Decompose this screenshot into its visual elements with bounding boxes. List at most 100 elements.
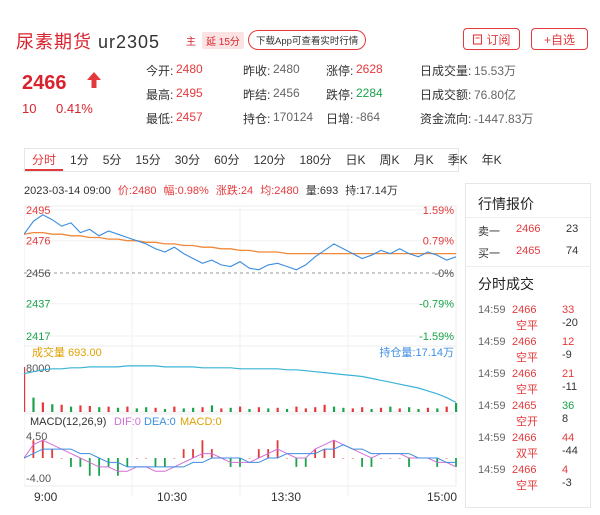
macd-bar: [398, 458, 401, 459]
macd-bar: [257, 449, 260, 458]
macd-bar: [192, 449, 194, 458]
quote-value: 170124: [273, 110, 314, 124]
macd-bar: [117, 458, 119, 476]
volume-bar: [98, 407, 101, 412]
trade-qty: 12: [562, 336, 575, 348]
trade-time: 14:59: [478, 432, 506, 444]
tab-5[interactable]: 60分: [214, 153, 240, 167]
quote-label: 资金流向:: [420, 112, 472, 126]
volume-bar: [445, 406, 448, 412]
macd-bar: [248, 458, 251, 459]
volume-label: 成交量 693.00: [32, 345, 102, 359]
download-app-button[interactable]: 下载App可查看实时行情: [248, 30, 367, 50]
trade-delta: -3: [562, 477, 572, 489]
volume-bar: [398, 408, 401, 412]
add-favorite-button[interactable]: +自选: [531, 28, 588, 50]
tab-8[interactable]: 日K: [345, 153, 366, 167]
y-right-tick: -0.79%: [419, 299, 454, 311]
macd-bar: [342, 458, 345, 459]
trades-panel-title: 分时成交: [478, 276, 534, 292]
macd-bar: [295, 458, 298, 467]
volume-bar: [201, 407, 204, 412]
contract-code: ur2305: [98, 32, 161, 52]
macd-bar: [173, 458, 176, 459]
tab-6[interactable]: 120分: [253, 153, 286, 167]
page-title: 尿素期货 ur2305: [16, 28, 160, 54]
macd-bar: [79, 458, 82, 467]
average-price-line: [24, 231, 456, 255]
trade-time: 14:59: [478, 304, 506, 316]
volume-bar: [276, 407, 279, 412]
macd-bar: [408, 458, 410, 467]
y-left-tick: 2476: [26, 236, 50, 248]
quote-value: 2628: [356, 62, 383, 76]
x-tick: 13:30: [271, 490, 301, 504]
trade-price: 2466: [512, 368, 537, 380]
volume-bar: [229, 407, 232, 412]
trade-qty: 44: [562, 432, 575, 444]
volume-bar: [154, 407, 157, 412]
volume-bar: [116, 407, 120, 412]
macd-bar: [145, 458, 147, 459]
volume-bar: [210, 405, 214, 412]
info-average: 均:2480: [260, 185, 299, 197]
tab-1[interactable]: 1分: [70, 153, 89, 167]
quote-label: 最低:: [146, 112, 174, 126]
trade-delta: -20: [562, 317, 578, 329]
volume-bar: [455, 403, 458, 412]
tab-3[interactable]: 15分: [135, 153, 161, 167]
quote-label: 日成交量:: [420, 64, 472, 78]
y-left-tick: 2437: [26, 299, 50, 311]
macd-dif: DIF:0: [114, 416, 141, 428]
tab-11[interactable]: 季K: [447, 153, 468, 167]
tab-12[interactable]: 年K: [481, 153, 502, 167]
info-hold: 持:17.14万: [345, 185, 398, 197]
quote-value: 15.53万: [474, 64, 517, 78]
tab-2[interactable]: 5分: [102, 153, 122, 167]
tab-10[interactable]: 月K: [413, 153, 434, 167]
macd-bar: [323, 449, 326, 458]
y-right-tick: 0.79%: [423, 236, 454, 248]
tab-0[interactable]: 分时: [25, 149, 64, 171]
hold-line: [24, 365, 457, 403]
volume-bar: [370, 409, 373, 412]
sell-label: 卖一: [478, 226, 500, 238]
quote-value: 2457: [176, 110, 203, 124]
tab-7[interactable]: 180分: [299, 153, 332, 167]
volume-bar: [257, 407, 260, 412]
price-line: [24, 214, 457, 271]
trade-price: 2465: [512, 400, 537, 412]
trade-qty: 36: [562, 400, 575, 412]
macd-bar: [351, 458, 354, 459]
info-volume: 量:693: [305, 185, 339, 197]
volume-bar: [220, 408, 223, 412]
favorite-label: +自选: [543, 32, 575, 47]
quote-label: 最高:: [146, 88, 174, 102]
volume-bar: [79, 405, 82, 412]
trade-type: 空平: [516, 320, 538, 332]
volume-bar: [285, 409, 289, 412]
volume-bar: [182, 408, 185, 412]
volume-bar: [389, 406, 392, 412]
trade-delta: -11: [562, 381, 578, 393]
intraday-chart[interactable]: 2495 2476 2456 2437 2417 1.59% 0.79% -0% -0.79% -…: [24, 196, 460, 508]
x-tick: 15:00: [427, 490, 457, 504]
trade-price: 2466: [512, 464, 537, 476]
volume-bar: [351, 408, 354, 412]
y-right-tick: 1.59%: [423, 205, 454, 217]
quote-value: 2480: [273, 62, 300, 76]
macd-bar: [379, 458, 382, 459]
tab-9[interactable]: 周K: [379, 153, 400, 167]
subscribe-button[interactable]: 订阅: [463, 28, 520, 50]
volume-bar: [342, 407, 345, 412]
delay-tag: 延 15分: [202, 32, 244, 49]
macd-bar: [51, 449, 54, 458]
trade-type: 空平: [516, 480, 538, 492]
volume-bar: [248, 409, 251, 412]
volume-bar: [295, 406, 298, 412]
trade-delta: -44: [562, 445, 578, 457]
quote-value: 2456: [273, 86, 300, 100]
macd-bar: [361, 458, 363, 467]
tab-4[interactable]: 30分: [174, 153, 201, 167]
quote-value: -864: [356, 110, 381, 124]
